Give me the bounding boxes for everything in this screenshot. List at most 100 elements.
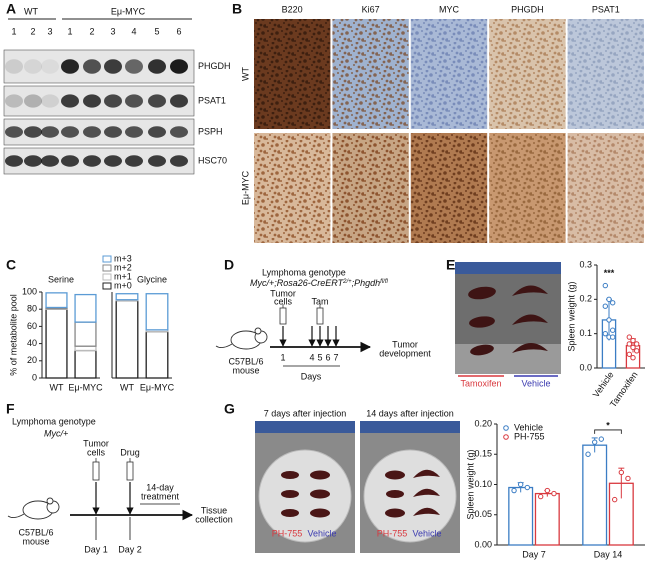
protein-label: PSAT1 xyxy=(198,95,226,105)
mouse-label: mouse xyxy=(22,536,49,546)
group-label: WT xyxy=(24,6,38,16)
blot-band xyxy=(83,94,101,108)
outcome-label: Tissue xyxy=(201,505,227,515)
photo-label: Vehicle xyxy=(307,528,336,538)
blot-band xyxy=(24,155,42,167)
data-point xyxy=(602,330,609,337)
data-point xyxy=(609,327,616,333)
stain-label: B220 xyxy=(282,4,303,14)
genotype-part: ;Phgdh xyxy=(352,278,381,288)
photo-label: PH-755 xyxy=(377,528,408,538)
blot-band xyxy=(5,155,23,167)
day-label: 1 xyxy=(280,352,285,362)
legend-swatch xyxy=(503,425,509,431)
x-tick-label: WT xyxy=(50,382,64,392)
syringe xyxy=(279,304,324,325)
lane-label: 6 xyxy=(176,26,181,36)
day-label: Day 1 xyxy=(84,544,108,554)
data-point xyxy=(585,451,591,457)
day-label: 5 xyxy=(317,352,322,362)
data-point xyxy=(611,496,618,503)
blot-band xyxy=(5,59,23,74)
protein-label: PHGDH xyxy=(198,61,231,71)
legend-swatch xyxy=(102,282,112,290)
group-label: Eμ-MYC xyxy=(111,6,146,16)
bar-segment xyxy=(115,299,139,379)
schema-title: Lymphoma genotype xyxy=(262,267,346,277)
blot-band xyxy=(148,94,166,108)
ihc-image xyxy=(332,19,409,129)
photo-label: Tamoxifen xyxy=(460,378,501,388)
blot-band xyxy=(24,126,42,138)
data-point xyxy=(609,300,616,306)
y-tick-label: 0.15 xyxy=(474,449,492,459)
data-point xyxy=(537,493,544,500)
stain-label: MYC xyxy=(439,4,460,14)
lane-label: 1 xyxy=(67,26,72,36)
bar-segment xyxy=(145,293,169,331)
blot-band xyxy=(125,94,143,108)
injection-label: Tumor xyxy=(270,288,296,298)
panel-label: C xyxy=(6,257,16,273)
bar-segment xyxy=(145,330,169,379)
schema-title: Lymphoma genotype xyxy=(12,416,96,426)
photo-label: Vehicle xyxy=(412,528,441,538)
lane-label: 3 xyxy=(47,26,52,36)
x-tick-label: WT xyxy=(120,382,134,392)
data-point xyxy=(626,351,633,357)
x-tick-label: Day 14 xyxy=(594,549,623,559)
genotype: Myc/+ xyxy=(44,428,68,438)
blot-band xyxy=(148,155,166,167)
legend-swatch xyxy=(102,255,112,263)
legend-swatch xyxy=(503,434,509,440)
bar-segment xyxy=(45,292,68,309)
syringe xyxy=(92,458,134,481)
blot-band xyxy=(61,155,79,167)
genotype-part: fl/fl xyxy=(380,279,388,285)
bar-segment xyxy=(45,308,68,379)
legend-swatch xyxy=(102,273,112,281)
data-point xyxy=(511,487,517,494)
x-tick-label: Vehicle xyxy=(591,370,616,400)
legend-label: Vehicle xyxy=(514,422,543,432)
data-point xyxy=(598,436,605,442)
annotation: * xyxy=(606,420,610,430)
outcome-label: development xyxy=(379,348,431,358)
y-axis-title: % of metabolite pool xyxy=(8,294,18,376)
panel-label: E xyxy=(446,257,455,273)
data-point xyxy=(591,439,598,445)
data-point xyxy=(606,296,612,303)
lane-label: 2 xyxy=(30,26,35,36)
lane-label: 3 xyxy=(110,26,115,36)
blot-band xyxy=(41,59,59,74)
ihc-image xyxy=(254,133,331,243)
annotation: *** xyxy=(604,268,615,278)
data-point xyxy=(609,334,616,340)
blot-band xyxy=(104,94,122,108)
ihc-image xyxy=(567,133,644,243)
x-tick-label: Day 7 xyxy=(522,549,546,559)
y-axis-title: Spleen weight (g) xyxy=(566,281,576,351)
protein-label: HSC70 xyxy=(198,155,227,165)
photo-title: 14 days after injection xyxy=(366,408,454,418)
lane-label: 4 xyxy=(131,26,136,36)
blot-band xyxy=(5,126,23,138)
protein-label: PSPH xyxy=(198,126,223,136)
drug-label: Tam xyxy=(311,296,328,306)
ihc-image xyxy=(254,19,331,129)
panel-label: A xyxy=(6,1,16,17)
legend-label: PH-755 xyxy=(514,431,545,441)
data-point xyxy=(633,341,640,347)
blot-band xyxy=(41,155,59,167)
bar xyxy=(582,444,608,546)
x-tick-label: Eμ-MYC xyxy=(68,382,103,392)
mouse-label: C57BL/6 xyxy=(228,356,263,366)
lane-label: 2 xyxy=(89,26,94,36)
blot-band xyxy=(148,126,166,138)
blot-band xyxy=(24,94,42,108)
genotype: Myc/+;Rosa26-CreERT2/+;Phgdhfl/fl xyxy=(250,278,389,288)
day-label: 7 xyxy=(333,352,338,362)
legend-label: m+3 xyxy=(114,253,132,263)
treatment-label: 14-day xyxy=(146,482,174,492)
